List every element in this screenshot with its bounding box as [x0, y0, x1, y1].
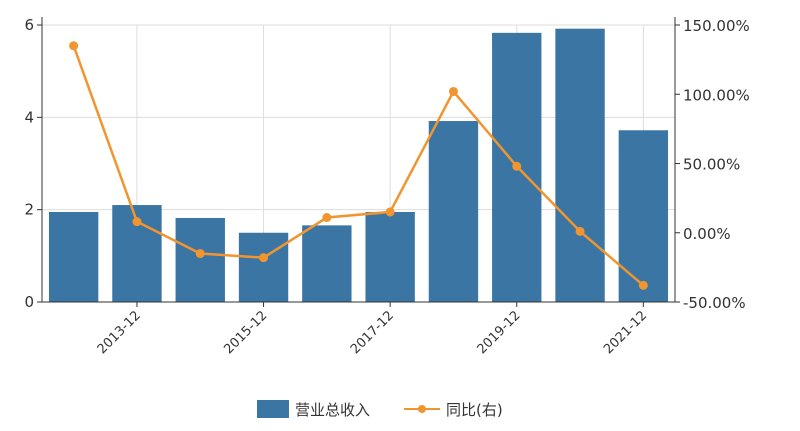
- x-tick-label: 2021-12: [601, 308, 650, 357]
- line-point: [259, 253, 269, 263]
- y-left-tick-label: 0: [24, 293, 34, 311]
- y-right-tick-label: 0.00%: [683, 225, 731, 243]
- bar: [48, 211, 99, 302]
- bar-series: [48, 28, 669, 303]
- line-point: [69, 41, 79, 51]
- line-point: [512, 161, 522, 171]
- line-point: [448, 86, 458, 96]
- bar: [428, 121, 479, 302]
- y-right-tick-label: 50.00%: [683, 156, 740, 174]
- bar: [302, 225, 352, 302]
- y-left-tick-label: 4: [24, 108, 34, 126]
- x-tick-label: 2017-12: [348, 308, 397, 357]
- legend: 营业总收入 同比(右): [257, 400, 503, 419]
- line-point: [322, 213, 332, 223]
- y-left-tick-label: 2: [24, 201, 34, 219]
- line-path: [72, 45, 645, 287]
- bar: [618, 130, 669, 302]
- line-point: [385, 207, 395, 217]
- line-point: [638, 280, 648, 290]
- legend-label-line: 同比(右): [446, 401, 503, 419]
- y-right-tick-label: -50.00%: [683, 294, 746, 312]
- x-tick-label: 2019-12: [475, 308, 524, 357]
- y-left-tick-label: 6: [24, 16, 34, 34]
- bar: [175, 217, 225, 302]
- bar: [238, 232, 289, 302]
- line-series: [69, 41, 648, 290]
- line-point: [132, 217, 142, 227]
- line-point: [195, 249, 205, 259]
- line-point: [575, 226, 585, 236]
- y-right-tick-label: 100.00%: [683, 86, 750, 104]
- x-tick-label: 2013-12: [95, 308, 144, 357]
- y-right-tick-label: 150.00%: [683, 17, 750, 35]
- bar: [555, 28, 605, 303]
- legend-swatch-line-marker: [418, 405, 426, 413]
- x-tick-label: 2015-12: [221, 308, 270, 357]
- legend-swatch-bar: [257, 400, 289, 418]
- bar: [365, 211, 415, 302]
- legend-label-bar: 营业总收入: [295, 401, 370, 419]
